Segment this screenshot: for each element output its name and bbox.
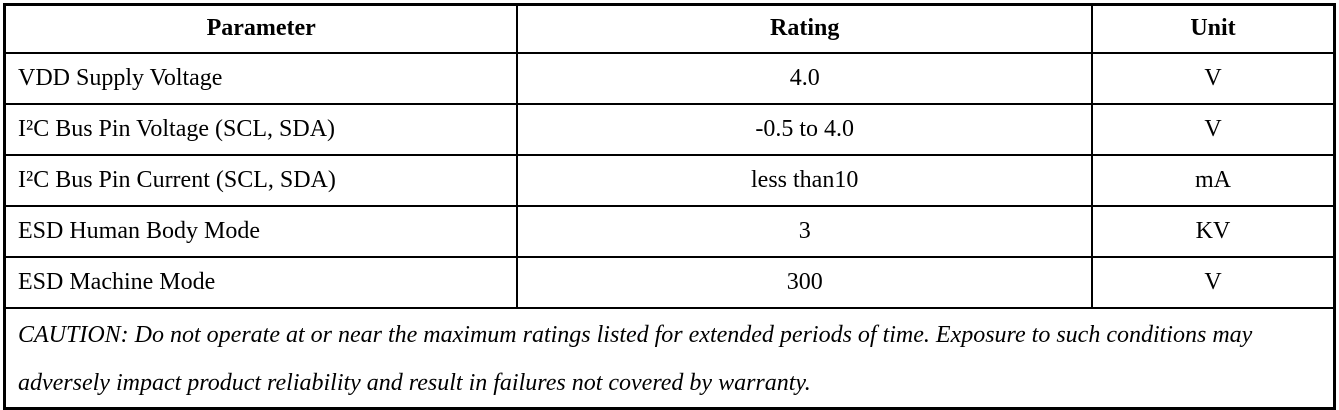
table-row: ESD Human Body Mode 3 KV: [3, 204, 1336, 258]
header-cell: Rating: [516, 3, 1093, 54]
table-row: ESD Machine Mode 300 V: [3, 255, 1336, 309]
table-cell: KV: [1090, 204, 1336, 258]
table-cell: ESD Human Body Mode: [3, 204, 519, 258]
table-cell: V: [1090, 255, 1336, 309]
table-cell: VDD Supply Voltage: [3, 51, 519, 105]
table-row: I²C Bus Pin Current (SCL, SDA) less than1…: [3, 153, 1336, 207]
table-row: VDD Supply Voltage 4.0 V: [3, 51, 1336, 105]
table-body: VDD Supply Voltage 4.0 V I²C Bus Pin Voltag…: [3, 51, 1336, 309]
note-row: CAUTION: Do not operate at or near the m…: [3, 306, 1336, 409]
table-cell: -0.5 to 4.0: [516, 102, 1093, 156]
table-cell: I²C Bus Pin Voltage (SCL, SDA): [3, 102, 519, 156]
table-row: I²C Bus Pin Voltage (SCL, SDA) -0.5 to 4.…: [3, 102, 1336, 156]
table-cell: mA: [1090, 153, 1336, 207]
table-cell: 300: [516, 255, 1093, 309]
table-cell: ESD Machine Mode: [3, 255, 519, 309]
ratings-table: Parameter Rating Unit VDD Supply Voltage…: [3, 3, 1336, 410]
table-cell: 3: [516, 204, 1093, 258]
table-cell: V: [1090, 102, 1336, 156]
table-cell: less than10: [516, 153, 1093, 207]
caution-note: CAUTION: Do not operate at or near the m…: [3, 306, 1336, 409]
header-cell: Unit: [1090, 3, 1336, 54]
header-row: Parameter Rating Unit: [3, 3, 1336, 54]
table-cell: I²C Bus Pin Current (SCL, SDA): [3, 153, 519, 207]
table-cell: V: [1090, 51, 1336, 105]
header-cell: Parameter: [3, 3, 519, 54]
table-cell: 4.0: [516, 51, 1093, 105]
